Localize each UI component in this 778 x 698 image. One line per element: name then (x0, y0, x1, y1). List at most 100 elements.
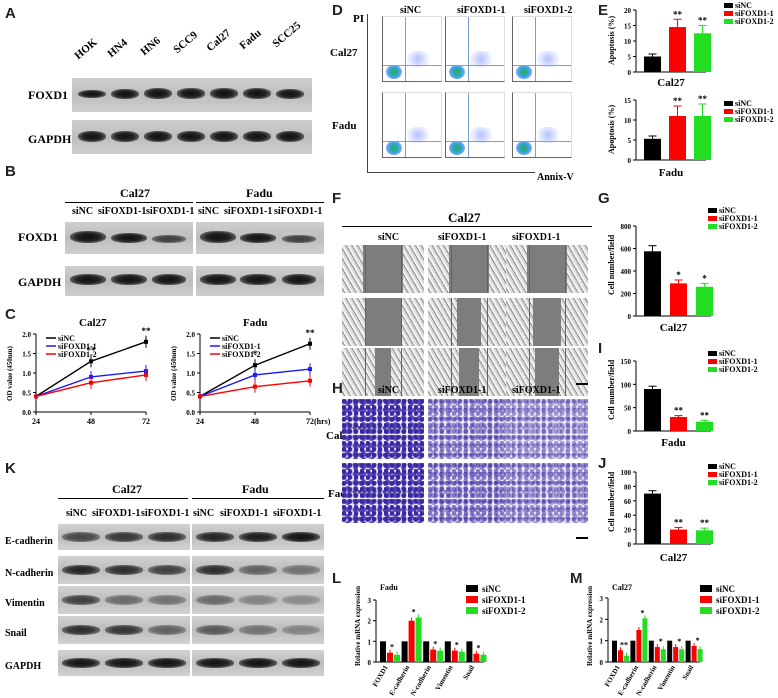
bar (669, 116, 686, 160)
legend-label: siFOXD1-2 (719, 222, 758, 231)
blot-band (282, 235, 316, 243)
significance-mark: * (455, 641, 459, 650)
y-tick-label: 0 (628, 428, 632, 436)
lane-label: Fadu (237, 27, 264, 52)
transwell-image (342, 399, 424, 459)
legend-swatch (708, 208, 717, 213)
blot-band (111, 233, 147, 243)
wound-edge-line (529, 348, 530, 396)
legend-label: siFOXD1-1 (719, 357, 758, 366)
bar (670, 529, 687, 544)
legend-label: siFOXD1-2 (735, 17, 774, 26)
legend-label: siFOXD1-1 (719, 470, 758, 479)
cell-scatter (407, 127, 429, 143)
chart-title: Fadu (243, 317, 267, 329)
legend-label: siFOXD1-2 (222, 350, 261, 359)
flow-plot (512, 92, 572, 158)
y-tick-label: 400 (621, 268, 632, 276)
blot-band (70, 231, 106, 243)
significance-mark: ** (700, 518, 710, 528)
blot-band (196, 595, 234, 605)
bar (644, 138, 661, 160)
column-label: siNC (378, 232, 400, 243)
y-tick-label: 0.0 (22, 409, 31, 417)
transwell-image (342, 463, 424, 523)
blot-band (62, 565, 100, 575)
chart-g-cal27: 0 200 400 600 800 Cell number/field * * Cal27 siN… (607, 206, 758, 334)
row-label-foxd1: FOXD1 (28, 88, 68, 102)
lane-label: siFOXD1-1 (146, 206, 195, 217)
bar (624, 655, 629, 662)
blot-band (200, 231, 236, 243)
y-tick-label: 2.0 (186, 331, 195, 339)
quadrant-line (535, 17, 536, 81)
y-tick-label: 3 (600, 595, 604, 603)
panel-f-wound-healing: Cal27 siNC siFOXD1-1 siFOXD1-1 (340, 205, 595, 396)
scale-bar (576, 383, 588, 385)
blot-band (282, 625, 320, 635)
legend-label: siNC (719, 349, 736, 358)
flow-plot (445, 16, 505, 82)
panel-label-h: H (332, 380, 343, 397)
column-label: siFOXD1-1 (457, 5, 506, 16)
legend-swatch (466, 596, 478, 603)
chart-title: Cal27 (79, 317, 107, 329)
lane-label: HN4 (105, 36, 130, 60)
y-axis-label: OD value (450nm) (170, 346, 178, 402)
y-tick-label: 0 (628, 157, 632, 165)
wound-edge-line (487, 348, 488, 396)
blot-band (239, 658, 277, 668)
chart-e-fadu: 0 5 10 15 Apoptosis (%) ** ** Fadu siNCsiFOXD1-1… (607, 94, 774, 179)
bar (679, 649, 685, 662)
blot-band (148, 532, 186, 542)
wound-edge-line (451, 298, 452, 346)
bar (423, 641, 430, 662)
y-tick-label: 0.0 (186, 409, 195, 417)
y-axis-label: Cell number/field (607, 471, 616, 532)
x-tick-label: Vimentin (656, 664, 677, 692)
y-tick-label: 2 (600, 616, 604, 624)
wound-edge-line (565, 348, 566, 396)
chart-c-fadu: Fadu 0.0 0.5 1.0 1.5 2.0 24 48 72 (hrs) OD value (… (170, 317, 331, 426)
wound-edge-line (401, 245, 402, 293)
transwell-image (506, 399, 588, 459)
significance-mark: * (676, 270, 681, 280)
panel-h-transwell: siNC siFOXD1-1 siFOXD1-1 Cal27 Fadu (326, 385, 595, 550)
legend-label: siFOXD1-2 (716, 606, 760, 616)
legend-label: siFOXD1-1 (735, 107, 774, 116)
bar (694, 116, 711, 160)
quadrant-line (468, 93, 469, 157)
flow-plot (445, 92, 505, 158)
lane-label: HOK (72, 36, 100, 62)
panel-label-e: E (598, 2, 609, 19)
wound-tile (506, 298, 588, 346)
blot-band (62, 625, 100, 635)
wound-gap (533, 298, 561, 346)
column-label: siNC (400, 5, 422, 16)
legend-swatch (724, 3, 733, 8)
data-point (34, 394, 38, 399)
bar (458, 651, 465, 662)
row-label: E-cadherin (5, 536, 53, 547)
wound-edge-line (451, 348, 452, 396)
blot-band (239, 532, 277, 542)
panel-label-j: J (598, 455, 607, 472)
transwell-image (506, 463, 588, 523)
bar (696, 530, 713, 544)
bar (696, 286, 713, 316)
bar (415, 617, 422, 662)
row-label-gapdh: GAPDH (18, 275, 62, 289)
column-label: siFOXD1-1 (438, 232, 487, 243)
bar (648, 640, 654, 662)
transwell-image (428, 399, 510, 459)
bar (644, 389, 661, 431)
lane-label: SCC9 (171, 29, 201, 56)
blot-band (105, 532, 143, 542)
blot-band (105, 565, 143, 575)
blot-band (78, 89, 106, 99)
bar (394, 654, 400, 662)
y-tick-label: 0 (628, 313, 632, 321)
y-tick-label: 1.0 (186, 370, 195, 378)
row-label: GAPDH (5, 661, 42, 672)
